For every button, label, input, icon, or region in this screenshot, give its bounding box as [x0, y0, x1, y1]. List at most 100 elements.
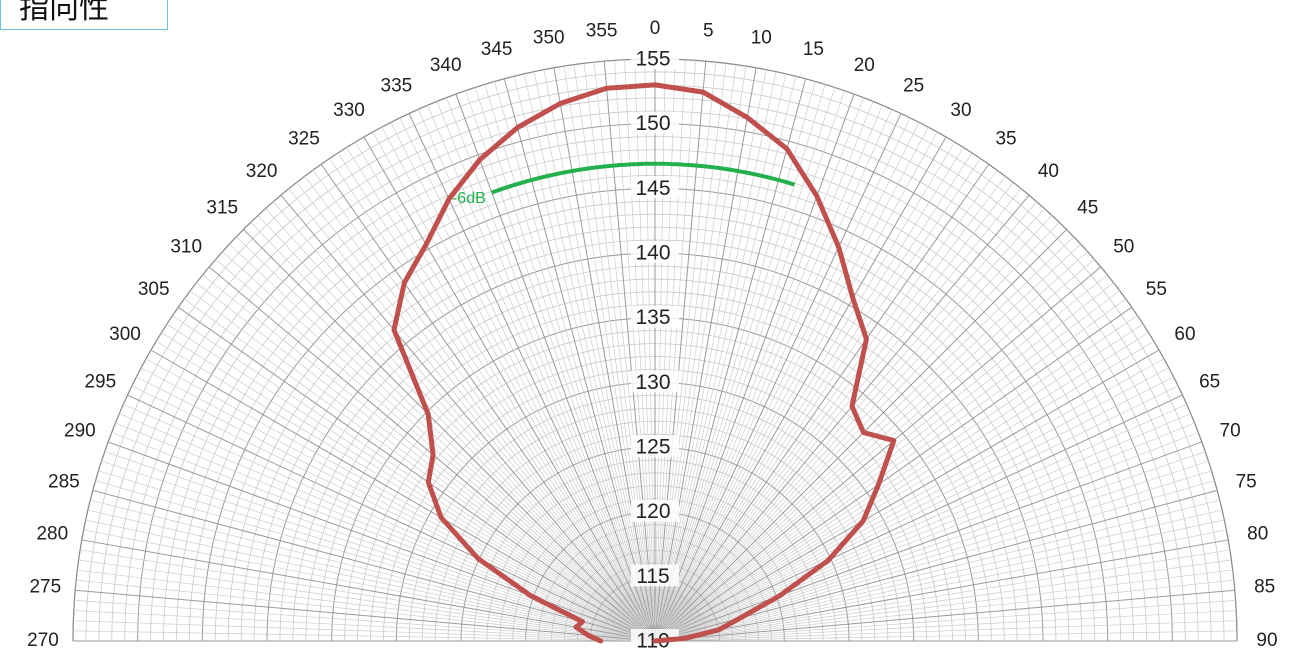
minor-spoke [660, 81, 816, 622]
radial-tick-label: 120 [635, 500, 670, 523]
minor-spoke [119, 413, 637, 634]
minor-spoke [663, 122, 920, 624]
minor-spoke [474, 87, 650, 623]
minor-spoke [663, 117, 911, 624]
angle-tick-label: 330 [333, 100, 365, 121]
minor-spoke [417, 109, 648, 623]
reference-line-label: -6dB [452, 190, 486, 207]
angle-tick-label: 355 [586, 20, 618, 41]
reference-line-group: -6dB [452, 161, 796, 207]
minor-spoke [667, 182, 1014, 626]
major-spoke [81, 539, 656, 642]
minor-spoke [672, 385, 1179, 633]
major-spoke [603, 61, 656, 642]
minor-spoke [673, 432, 1199, 635]
angle-tick-label: 30 [950, 100, 971, 121]
radial-label-bg [631, 564, 679, 587]
minor-spoke [83, 529, 636, 638]
major-spoke [280, 194, 656, 642]
minor-spoke [674, 519, 1225, 638]
minor-spoke [427, 105, 648, 623]
minor-spoke [670, 282, 1114, 629]
minor-spoke [662, 109, 893, 623]
minor-spoke [667, 201, 1038, 627]
major-spoke [107, 441, 656, 642]
major-spoke [654, 67, 757, 642]
major-spoke [654, 93, 855, 642]
minor-spoke [465, 90, 649, 623]
minor-spoke [523, 73, 651, 622]
minor-spoke [665, 152, 973, 625]
major-spoke [654, 349, 1160, 642]
major-spoke [503, 78, 656, 642]
minor-spoke [634, 59, 655, 622]
minor-spoke [484, 84, 650, 622]
minor-spoke [624, 59, 655, 622]
minor-spoke [655, 59, 676, 622]
angle-tick-label: 35 [995, 129, 1016, 150]
minor-spoke [95, 480, 636, 636]
minor-spoke [73, 610, 636, 641]
radial-label-bg [631, 241, 679, 263]
minor-spoke [513, 76, 651, 622]
minor-spoke [543, 69, 652, 622]
angle-tick-labels: 2702752802852902953003053103153203253303… [27, 18, 1277, 651]
minor-spoke [155, 340, 639, 631]
major-spoke [654, 61, 707, 642]
minor-spoke [674, 559, 1232, 639]
major-spoke [654, 306, 1133, 642]
minor-spoke [674, 569, 1233, 639]
minor-spoke [672, 376, 1174, 633]
minor-spoke [668, 222, 1060, 627]
minor-spoke [354, 141, 645, 625]
angle-tick-label: 50 [1113, 237, 1134, 258]
chart-title: 指向性 [0, 0, 168, 30]
angle-tick-label: 295 [84, 371, 116, 392]
angle-tick-label: 290 [64, 421, 96, 442]
minor-spoke [494, 81, 650, 622]
minor-spoke [140, 367, 638, 632]
minor-spoke [657, 63, 727, 622]
angle-tick-label: 55 [1146, 279, 1167, 300]
minor-spoke [74, 600, 636, 640]
minor-spoke [665, 141, 956, 625]
minor-spoke [671, 315, 1138, 631]
minor-spoke [115, 422, 637, 634]
minor-spoke [76, 579, 636, 640]
radial-label-bg [631, 176, 679, 199]
minor-spoke [312, 169, 644, 626]
minor-spoke [337, 152, 645, 625]
minor-spoke [123, 403, 637, 634]
minor-spoke [657, 64, 737, 622]
minor-spoke [674, 499, 1220, 637]
angle-tick-label: 0 [650, 18, 661, 39]
angle-tick-label: 340 [430, 55, 462, 76]
minor-spoke [161, 332, 639, 631]
minor-spoke [73, 620, 636, 641]
minor-spoke [583, 63, 653, 622]
angle-tick-label: 75 [1236, 472, 1257, 493]
radial-tick-label: 130 [635, 371, 670, 394]
minor-spoke [329, 158, 645, 625]
radial-label-bg [631, 47, 679, 69]
minor-spoke [236, 236, 641, 628]
angle-tick-label: 65 [1199, 371, 1220, 392]
minor-spoke [674, 480, 1215, 636]
angle-tick-label: 280 [36, 524, 68, 545]
major-spoke [654, 539, 1229, 642]
angle-tick-label: 315 [206, 197, 238, 218]
major-spoke [654, 266, 1102, 642]
minor-spoke [87, 509, 636, 637]
minor-spoke [257, 215, 642, 627]
minor-spoke [674, 529, 1227, 638]
minor-spoke [664, 131, 938, 624]
minor-spoke [436, 101, 648, 623]
radial-label-bg [631, 305, 679, 328]
minor-spoke [131, 385, 638, 633]
minor-spoke [172, 315, 639, 631]
major-spoke [654, 113, 902, 642]
major-spoke [553, 67, 656, 642]
minor-spoke [381, 126, 646, 624]
radial-tick-label: 145 [635, 177, 670, 200]
